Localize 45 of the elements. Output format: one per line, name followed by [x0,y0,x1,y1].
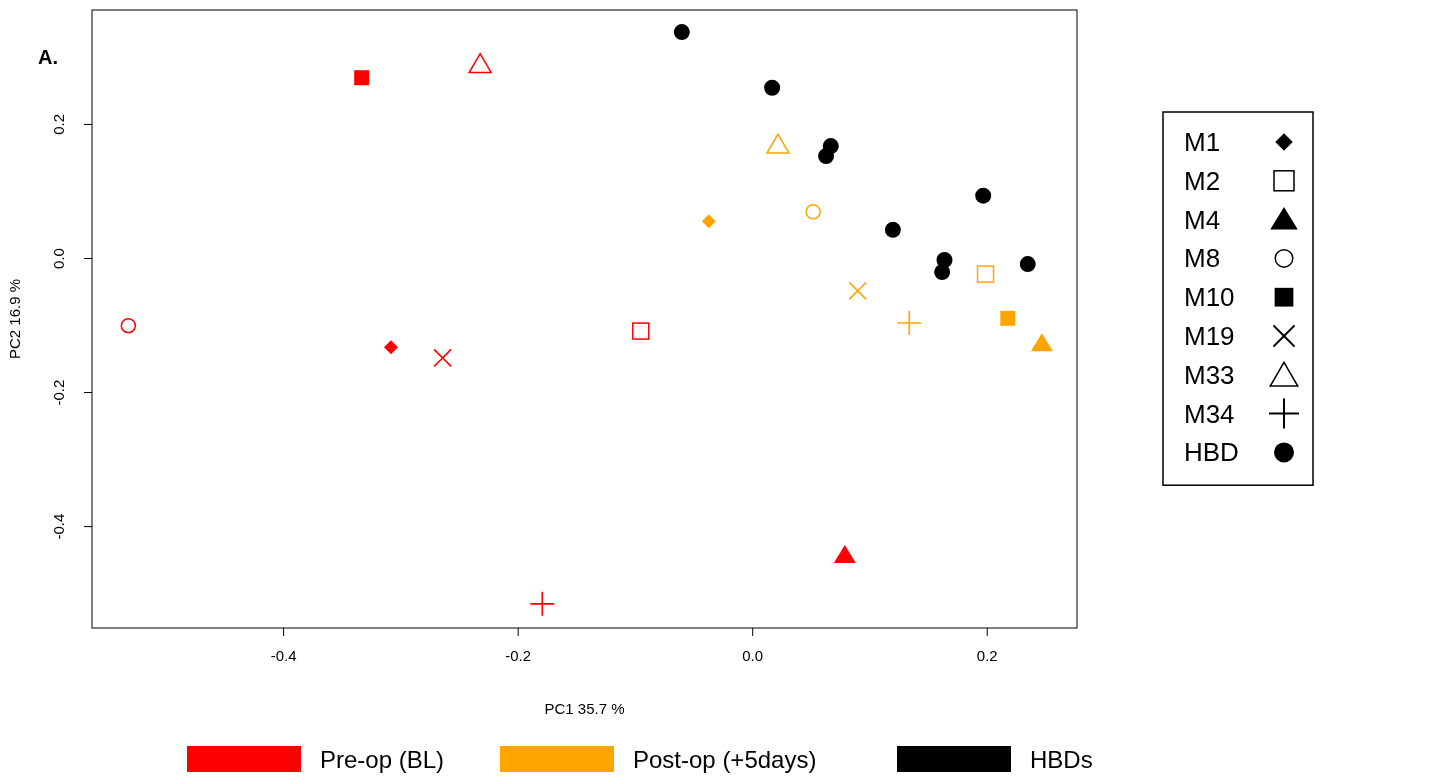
text: M2 [1184,165,1221,196]
legend-label: Pre-op (BL) [320,746,445,773]
y-tick-label: -0.4 [50,513,67,540]
point [468,52,492,74]
text: M4 [1184,204,1221,235]
y-tick-label: 0.2 [50,114,67,135]
point [1019,256,1036,273]
point [818,148,835,165]
x-tick-label: 0.0 [742,646,764,664]
text: M33 [1184,359,1235,390]
text: M19 [1184,321,1235,351]
point [120,317,137,334]
point [530,591,555,616]
point [764,79,781,96]
text: M8 [1184,243,1221,274]
x-tick-label: -0.2 [505,646,532,664]
point [384,340,399,355]
point [976,265,995,283]
point [805,204,821,220]
text: A. [38,46,58,68]
legend-label: Post-op (+5days) [633,746,817,773]
point [673,24,690,41]
point [833,544,856,563]
point [934,264,951,281]
x-tick-label: 0.2 [976,646,998,664]
legend-label: HBDs [1030,746,1093,773]
point [766,133,790,154]
text: HBD [1184,437,1239,468]
point [975,187,992,204]
x-axis-title: PC1 35.7 % [544,700,625,717]
point [632,322,650,340]
y-axis-title: PC2 16.9 % [6,278,23,360]
point [897,311,922,336]
point [884,221,901,238]
point [354,70,370,86]
point [701,214,716,229]
point [1030,333,1053,352]
x-tick-label: -0.4 [270,646,297,664]
y-tick-label: -0.2 [50,379,67,406]
text: M10 [1184,282,1235,313]
y-tick-label: 0.0 [50,248,67,269]
point [848,281,867,300]
text: M34 [1184,398,1235,429]
text: M1 [1184,127,1221,157]
point [1000,310,1016,326]
